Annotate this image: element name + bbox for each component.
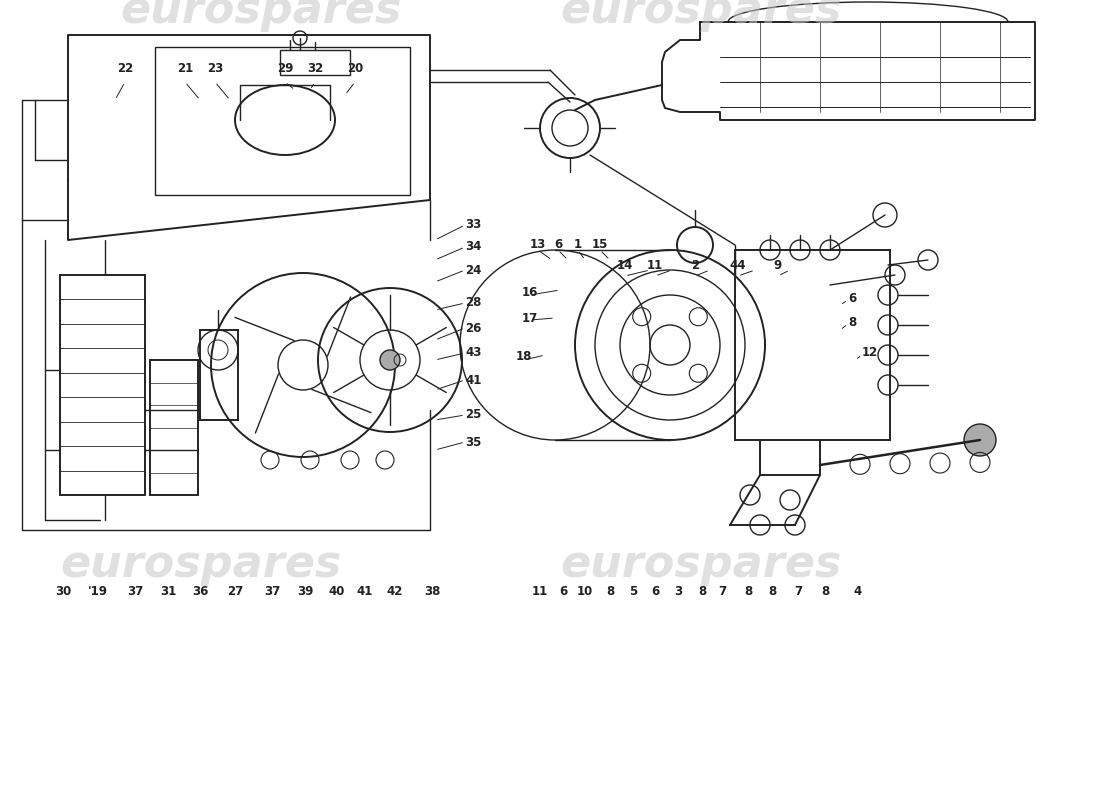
Bar bbox=[280, 50, 350, 75]
Text: eurospares: eurospares bbox=[560, 0, 842, 31]
Text: 3: 3 bbox=[674, 585, 682, 598]
Text: 8: 8 bbox=[768, 585, 777, 598]
Text: 16: 16 bbox=[521, 286, 538, 298]
Text: 14: 14 bbox=[617, 259, 634, 272]
Text: 8: 8 bbox=[848, 315, 856, 329]
Text: 39: 39 bbox=[297, 585, 313, 598]
Text: 8: 8 bbox=[821, 585, 829, 598]
Text: 41: 41 bbox=[465, 374, 482, 386]
Text: 17: 17 bbox=[521, 311, 538, 325]
Text: 37: 37 bbox=[126, 585, 143, 598]
Text: 12: 12 bbox=[862, 346, 878, 358]
Text: 7: 7 bbox=[718, 585, 726, 598]
Text: eurospares: eurospares bbox=[560, 543, 842, 586]
Text: 25: 25 bbox=[465, 409, 482, 422]
Text: 31: 31 bbox=[160, 585, 176, 598]
Text: 6: 6 bbox=[559, 585, 568, 598]
Text: 33: 33 bbox=[465, 218, 482, 231]
Bar bbox=[150, 360, 198, 495]
Text: 11: 11 bbox=[647, 259, 663, 272]
Bar bbox=[200, 330, 238, 420]
Text: 43: 43 bbox=[465, 346, 482, 359]
Text: 22: 22 bbox=[117, 62, 133, 75]
Text: 18: 18 bbox=[516, 350, 532, 362]
Text: 5: 5 bbox=[629, 585, 637, 598]
Text: 42: 42 bbox=[387, 585, 404, 598]
Circle shape bbox=[379, 350, 400, 370]
Text: 40: 40 bbox=[329, 585, 345, 598]
Text: 32: 32 bbox=[307, 62, 323, 75]
Text: 24: 24 bbox=[465, 263, 482, 277]
Text: 4: 4 bbox=[854, 585, 862, 598]
Text: 8: 8 bbox=[697, 585, 706, 598]
Text: 37: 37 bbox=[264, 585, 280, 598]
Bar bbox=[60, 275, 145, 495]
Text: 34: 34 bbox=[465, 241, 482, 254]
Text: 44: 44 bbox=[729, 259, 746, 272]
Text: 30: 30 bbox=[55, 585, 72, 598]
Text: 20: 20 bbox=[346, 62, 363, 75]
Text: eurospares: eurospares bbox=[60, 543, 341, 586]
Text: 27: 27 bbox=[227, 585, 243, 598]
Text: 29: 29 bbox=[277, 62, 294, 75]
Text: eurospares: eurospares bbox=[120, 0, 402, 31]
Text: 7: 7 bbox=[794, 585, 802, 598]
Text: 28: 28 bbox=[465, 297, 482, 310]
Text: 6: 6 bbox=[651, 585, 659, 598]
Text: 10: 10 bbox=[576, 585, 593, 598]
Text: 15: 15 bbox=[592, 238, 608, 251]
Text: 13: 13 bbox=[530, 238, 546, 251]
Bar bbox=[155, 47, 410, 195]
Text: 23: 23 bbox=[207, 62, 223, 75]
Text: 41: 41 bbox=[356, 585, 373, 598]
Text: 2: 2 bbox=[691, 259, 700, 272]
Text: '19: '19 bbox=[88, 585, 108, 598]
Text: 36: 36 bbox=[191, 585, 208, 598]
Text: 6: 6 bbox=[848, 291, 856, 305]
Text: 35: 35 bbox=[465, 435, 482, 449]
Circle shape bbox=[964, 424, 996, 456]
Text: 1: 1 bbox=[574, 238, 582, 251]
Text: 6: 6 bbox=[554, 238, 562, 251]
Text: 8: 8 bbox=[744, 585, 752, 598]
Text: 38: 38 bbox=[424, 585, 440, 598]
Text: 21: 21 bbox=[177, 62, 194, 75]
Text: 8: 8 bbox=[606, 585, 614, 598]
Text: 11: 11 bbox=[532, 585, 548, 598]
Text: 26: 26 bbox=[465, 322, 482, 334]
Bar bbox=[735, 250, 890, 440]
Text: 9: 9 bbox=[774, 259, 782, 272]
